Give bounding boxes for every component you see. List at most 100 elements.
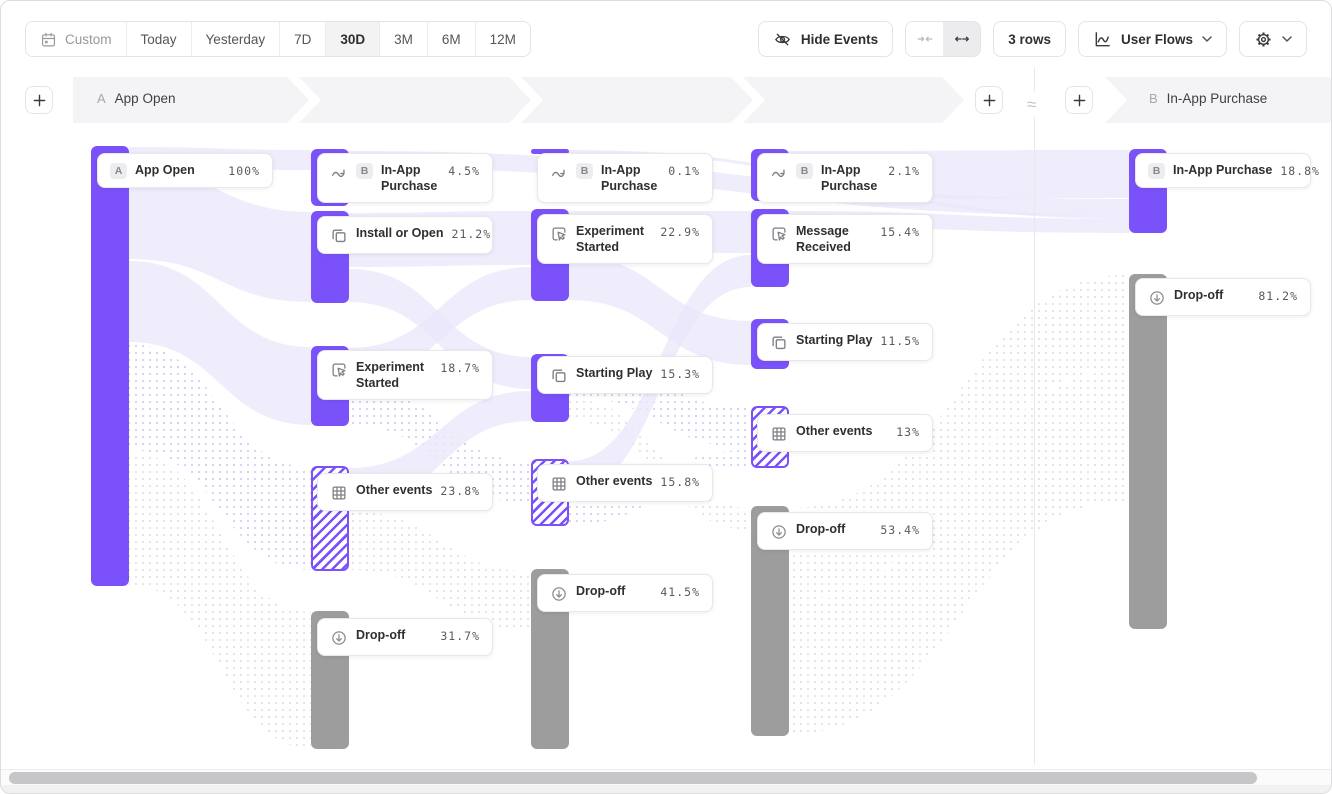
chevron-down-icon <box>1202 35 1212 43</box>
node-value: 22.9% <box>660 225 700 239</box>
date-range-6m[interactable]: 6M <box>427 22 476 56</box>
node-card-experiment-started[interactable]: Experiment Started 22.9% <box>537 214 713 265</box>
grid-icon <box>330 484 348 502</box>
node-value: 18.8% <box>1280 164 1320 178</box>
step-banner-segment[interactable] <box>521 77 753 123</box>
horizontal-scrollbar-track[interactable] <box>1 769 1331 785</box>
view-type-dropdown[interactable]: User Flows <box>1077 21 1227 57</box>
node-label: Drop-off <box>356 628 406 642</box>
date-range-label: 3M <box>394 31 413 47</box>
event-letter-badge: B <box>796 163 813 179</box>
date-range-yesterday[interactable]: Yesterday <box>191 22 281 56</box>
view-type-label: User Flows <box>1120 31 1193 47</box>
end-step-banner[interactable] <box>1105 77 1332 123</box>
horizontal-scrollbar-thumb[interactable] <box>9 772 1257 784</box>
node-card-starting-play[interactable]: Starting Play 15.3% <box>537 356 713 394</box>
cursor-box-icon <box>770 225 788 243</box>
node-label: Starting Play <box>796 333 873 347</box>
arrow-down-circle-icon <box>1148 289 1166 307</box>
node-value: 4.5% <box>448 164 480 178</box>
node-label: Drop-off <box>576 584 626 598</box>
date-range-label: 7D <box>294 31 312 47</box>
flow-ribbon[interactable] <box>569 255 751 365</box>
step-banner-segment[interactable] <box>73 77 309 123</box>
toolbar: Custom Today Yesterday 7D 30D 3M 6M 12M Hide Ev… <box>25 21 1307 57</box>
flow-ribbon[interactable] <box>129 169 311 302</box>
flow-ribbon[interactable] <box>129 452 311 748</box>
date-range-label: Yesterday <box>205 31 266 47</box>
add-step-start-button[interactable] <box>25 86 53 114</box>
settings-dropdown[interactable] <box>1239 21 1307 57</box>
flow-ribbon[interactable] <box>129 261 311 425</box>
node-label: In-App Purchase <box>821 163 878 193</box>
overlapping-squares-icon <box>550 367 568 385</box>
node-card-install-or-open[interactable]: Install or Open 21.2% <box>317 216 493 254</box>
start-event-label: App Open <box>114 91 176 106</box>
date-range-label: Today <box>140 31 177 47</box>
node-card-message-received[interactable]: Message Received 15.4% <box>757 214 933 265</box>
date-range-3m[interactable]: 3M <box>380 22 428 56</box>
flow-ribbon[interactable] <box>349 511 531 630</box>
node-label: Other events <box>576 474 653 488</box>
expand-columns-button[interactable] <box>943 22 981 56</box>
node-label: Experiment Started <box>576 224 645 254</box>
node-value: 31.7% <box>440 629 480 643</box>
node-value: 81.2% <box>1258 289 1298 303</box>
node-value: 18.7% <box>440 361 480 375</box>
node-value: 100% <box>228 164 260 178</box>
date-range-12m[interactable]: 12M <box>475 22 530 56</box>
end-event-letter: B <box>1149 91 1158 106</box>
step-banner-segment[interactable] <box>299 77 531 123</box>
node-bar-in-app-purchase[interactable] <box>531 149 569 154</box>
node-card-in-app-purchase[interactable]: B In-App Purchase 18.8% <box>1135 153 1319 188</box>
add-step-end-button[interactable] <box>1065 86 1093 114</box>
node-card-drop-off[interactable]: Drop-off 53.4% <box>757 512 933 550</box>
rows-label: 3 rows <box>1008 31 1051 47</box>
node-card-in-app-purchase[interactable]: B In-App Purchase 4.5% <box>317 153 493 204</box>
approx-gap-icon: ≈ <box>1025 92 1039 117</box>
calendar-icon <box>40 31 57 48</box>
event-letter-badge: A <box>110 163 127 179</box>
date-range-label: 12M <box>489 31 516 47</box>
node-card-drop-off[interactable]: Drop-off 41.5% <box>537 574 713 612</box>
rows-button[interactable]: 3 rows <box>993 21 1066 57</box>
node-card-other-events[interactable]: Other events 23.8% <box>317 473 493 511</box>
date-range-custom[interactable]: Custom <box>26 22 127 56</box>
add-step-middle-button[interactable] <box>975 86 1003 114</box>
node-card-app-open[interactable]: A App Open 100% <box>97 153 273 188</box>
node-bar-app-open[interactable] <box>91 146 129 586</box>
step-banner-segment[interactable] <box>743 77 964 123</box>
start-event-letter: A <box>97 91 106 106</box>
gear-icon <box>1254 30 1273 49</box>
grid-icon <box>770 425 788 443</box>
date-range-7d[interactable]: 7D <box>280 22 327 56</box>
flow-ribbon[interactable] <box>129 344 311 570</box>
hide-events-button[interactable]: Hide Events <box>757 21 894 57</box>
end-event-header[interactable]: B In-App Purchase <box>1149 91 1267 106</box>
eye-off-icon <box>773 30 792 49</box>
node-value: 15.8% <box>660 475 701 489</box>
arrow-down-circle-icon <box>770 523 788 541</box>
node-value: 15.4% <box>880 225 920 239</box>
node-label: In-App Purchase <box>601 163 658 193</box>
node-label: Install or Open <box>356 226 444 240</box>
node-card-experiment-started[interactable]: Experiment Started 18.7% <box>317 350 493 401</box>
start-event-header[interactable]: A App Open <box>97 91 175 106</box>
node-card-drop-off[interactable]: Drop-off 81.2% <box>1135 278 1311 316</box>
node-card-other-events[interactable]: Other events 15.8% <box>537 464 713 502</box>
step-banners <box>73 77 1332 123</box>
node-bar-drop-off[interactable] <box>1129 274 1167 629</box>
node-card-other-events[interactable]: Other events 13% <box>757 414 933 452</box>
overlapping-squares-icon <box>770 334 788 352</box>
date-range-today[interactable]: Today <box>126 22 192 56</box>
node-card-in-app-purchase[interactable]: B In-App Purchase 0.1% <box>537 153 713 204</box>
cursor-box-icon <box>550 225 568 243</box>
collapse-columns-button[interactable] <box>906 22 944 56</box>
node-card-drop-off[interactable]: Drop-off 31.7% <box>317 618 493 656</box>
node-card-in-app-purchase[interactable]: B In-App Purchase 2.1% <box>757 153 933 204</box>
date-range-30d[interactable]: 30D <box>326 22 381 56</box>
flow-ribbon[interactable] <box>789 370 1129 734</box>
node-label: Starting Play <box>576 366 653 380</box>
node-card-starting-play[interactable]: Starting Play 11.5% <box>757 323 933 361</box>
